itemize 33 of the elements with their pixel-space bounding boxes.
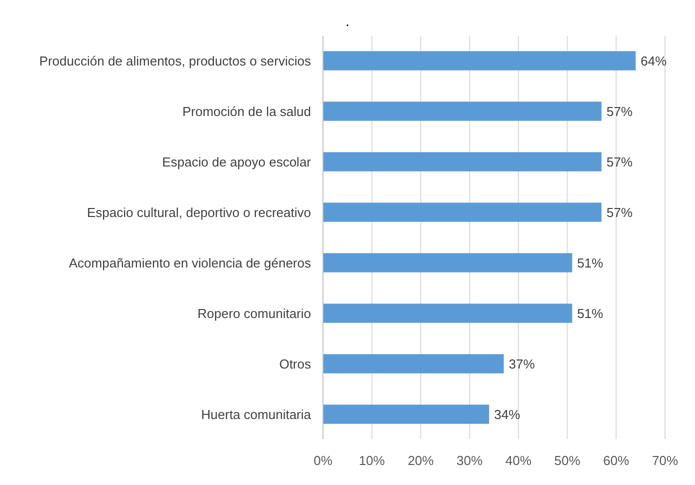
x-tick-label: 0% <box>314 453 333 468</box>
y-tick-label: Espacio de apoyo escolar <box>162 154 312 170</box>
x-tick-label: 50% <box>554 453 581 468</box>
chart-title: . <box>346 13 350 29</box>
y-tick-label: Otros <box>279 356 312 372</box>
data-label: 57% <box>606 104 633 119</box>
data-label: 34% <box>494 406 521 422</box>
y-tick-label: Producción de alimentos, productos o servicios <box>39 53 312 68</box>
data-label: 37% <box>508 356 536 372</box>
data-label: 51% <box>577 306 604 321</box>
x-tick-label: 40% <box>505 453 532 468</box>
y-tick-label: Espacio cultural, deportivo o recreativo <box>86 204 311 220</box>
data-label: 57% <box>606 204 633 220</box>
bar <box>323 102 602 121</box>
y-tick-label: Ropero comunitario <box>198 306 311 321</box>
x-tick-label: 60% <box>603 453 630 468</box>
data-label: 57% <box>606 154 633 170</box>
y-tick-label: Promoción de la salud <box>182 104 311 119</box>
y-tick-label: Huerta comunitaria <box>201 406 312 422</box>
x-tick-label: 70% <box>652 453 678 468</box>
bar <box>323 354 504 374</box>
x-tick-label: 30% <box>456 453 484 468</box>
data-label: 51% <box>577 255 604 270</box>
x-tick-label: 20% <box>408 453 434 468</box>
bar <box>323 152 602 172</box>
x-tick-label: 10% <box>358 453 386 468</box>
bar <box>323 202 602 222</box>
bar <box>323 404 490 424</box>
bar <box>323 304 572 323</box>
bar <box>323 253 572 272</box>
bar <box>323 51 636 70</box>
data-label: 64% <box>640 53 668 68</box>
y-tick-label: Acompañamiento en violencia de géneros <box>68 255 312 270</box>
